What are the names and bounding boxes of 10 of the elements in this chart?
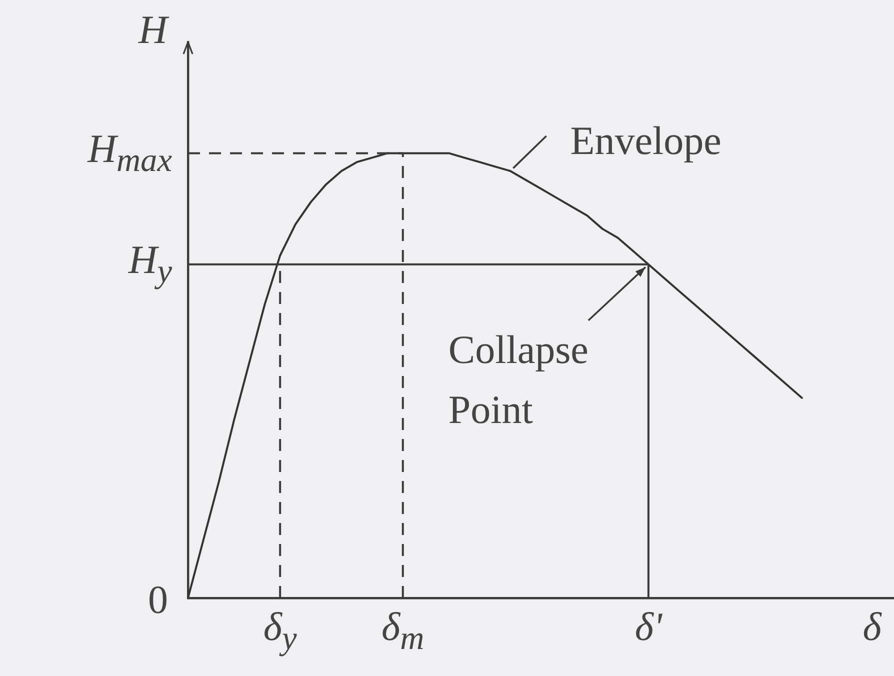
x-tick-label: δ$_{m}$	[382, 604, 424, 658]
x-axis-title: δ	[862, 604, 882, 650]
x-tick-label: δ'	[634, 604, 662, 650]
x-tick-label: δ$_{y}$	[263, 604, 297, 658]
ref-line-label: H$_{y}$	[128, 237, 172, 292]
annotation: Collapse Point	[448, 326, 590, 434]
text: 0	[148, 577, 168, 623]
y-axis-title: H	[138, 7, 168, 53]
ref-line-label: H$_{max}$	[88, 126, 172, 180]
annotation: Envelope	[570, 118, 722, 164]
